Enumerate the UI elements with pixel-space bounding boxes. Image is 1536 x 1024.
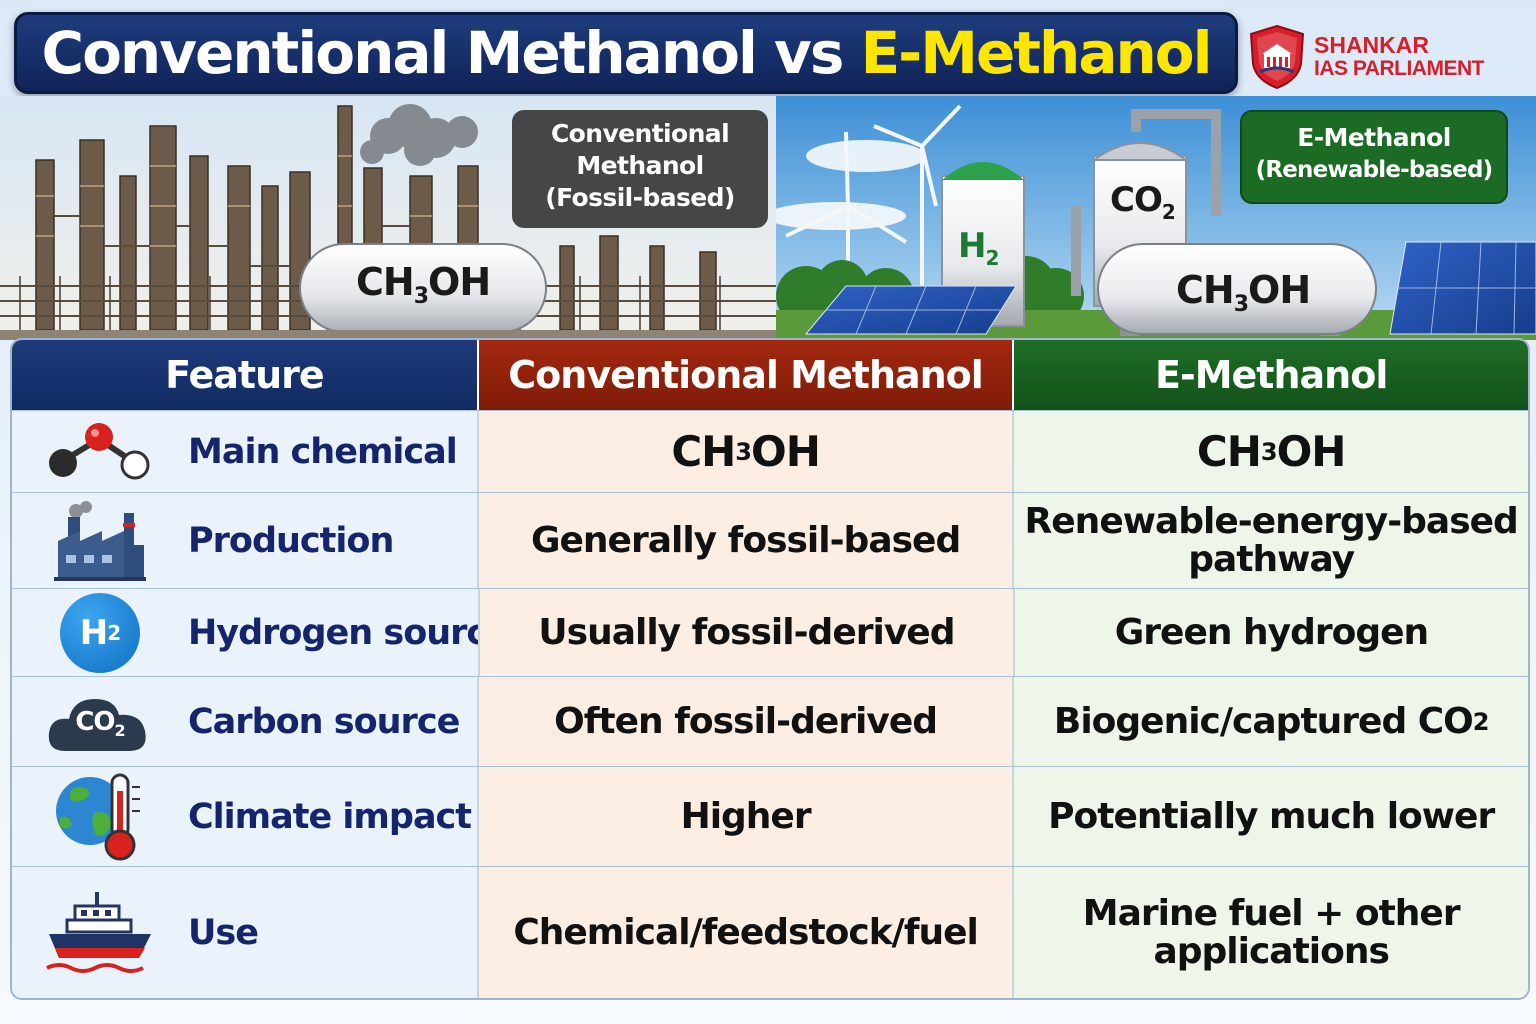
- feature-label: Hydrogen source: [188, 612, 510, 653]
- brand-name: SHANKAR: [1314, 32, 1429, 58]
- factory-icon: [40, 498, 160, 584]
- molecule-icon: [40, 409, 160, 495]
- emethanol-cell: Marine fuel + other applications: [1012, 867, 1528, 998]
- comparison-table: Feature Conventional Methanol E-Methanol…: [10, 338, 1530, 1000]
- conventional-cell: Usually fossil-derived: [478, 589, 1013, 676]
- page-title: Conventional Methanol vs E-Methanol: [41, 19, 1213, 87]
- table-row: Use Chemical/feedstock/fuel Marine fuel …: [12, 866, 1528, 998]
- feature-label: Main chemical: [188, 431, 458, 472]
- methanol-tank-renewable: [1097, 243, 1377, 336]
- title-bar: Conventional Methanol vs E-Methanol: [14, 12, 1238, 94]
- feature-cell: CO2 Carbon source: [12, 677, 477, 766]
- co2-cloud-icon: CO2: [40, 679, 160, 765]
- feature-label: Carbon source: [188, 701, 460, 742]
- table-row: CO2 Carbon source Often fossil-derived B…: [12, 676, 1528, 766]
- header-conventional: Conventional Methanol: [476, 340, 1013, 410]
- label-conventional-methanol: Conventional Methanol (Fossil-based): [512, 110, 768, 228]
- feature-cell: Main chemical: [12, 411, 477, 492]
- emethanol-cell: Potentially much lower: [1012, 767, 1528, 866]
- shield-logo-icon: [1249, 24, 1305, 90]
- header-emethanol: E-Methanol: [1012, 340, 1528, 410]
- conventional-cell: Generally fossil-based: [476, 493, 1013, 588]
- conventional-cell: Often fossil-derived: [476, 677, 1013, 766]
- feature-label: Climate impact: [188, 796, 472, 837]
- feature-cell: Use: [12, 867, 477, 998]
- conventional-cell: CH 3 OH: [476, 411, 1013, 492]
- header-feature: Feature: [12, 340, 477, 410]
- feature-cell: Production: [12, 493, 477, 588]
- brand: SHANKAR IAS PARLIAMENT: [1248, 22, 1528, 92]
- feature-cell: Climate impact: [12, 767, 477, 866]
- emethanol-cell: CH 3 OH: [1012, 411, 1528, 492]
- table-row: Main chemical CH 3 OH CH 3 OH: [12, 410, 1528, 492]
- renewable-illustration: [776, 96, 1536, 340]
- brand-subname: IAS PARLIAMENT: [1314, 57, 1484, 80]
- emethanol-cell: Green hydrogen: [1012, 589, 1528, 676]
- table-row: Production Generally fossil-based Renewa…: [12, 492, 1528, 588]
- table-row: Climate impact Higher Potentially much l…: [12, 766, 1528, 866]
- table-header-row: Feature Conventional Methanol E-Methanol: [12, 340, 1528, 410]
- conventional-cell: Higher: [476, 767, 1013, 866]
- emethanol-cell: Renewable-energy-based pathway: [1012, 493, 1528, 588]
- scene-emethanol: H2 CO2 CH3OH E-Methanol (Renewable-based…: [776, 96, 1536, 340]
- globe-thermometer-icon: [40, 773, 160, 860]
- title-part-conventional: Conventional Methanol vs: [41, 19, 861, 87]
- tank-formula-emethanol: CH3OH: [1176, 268, 1311, 317]
- scene-conventional: CH3OH Conventional Methanol (Fossil-base…: [0, 96, 776, 340]
- co2-tank-label: CO2: [1110, 180, 1176, 224]
- smoke-cloud: [360, 104, 478, 166]
- feature-label: Production: [188, 520, 394, 561]
- h2-tank-label: H2: [958, 226, 999, 270]
- ship-icon: [40, 890, 160, 976]
- label-emethanol: E-Methanol (Renewable-based): [1240, 110, 1508, 204]
- feature-label: Use: [188, 913, 259, 953]
- tank-formula-conventional: CH3OH: [356, 260, 491, 309]
- emethanol-cell: Biogenic/captured CO 2: [1012, 677, 1528, 766]
- methanol-tank: [299, 243, 547, 336]
- title-part-emethanol: E-Methanol: [860, 19, 1213, 87]
- conventional-cell: Chemical/feedstock/fuel: [476, 867, 1013, 998]
